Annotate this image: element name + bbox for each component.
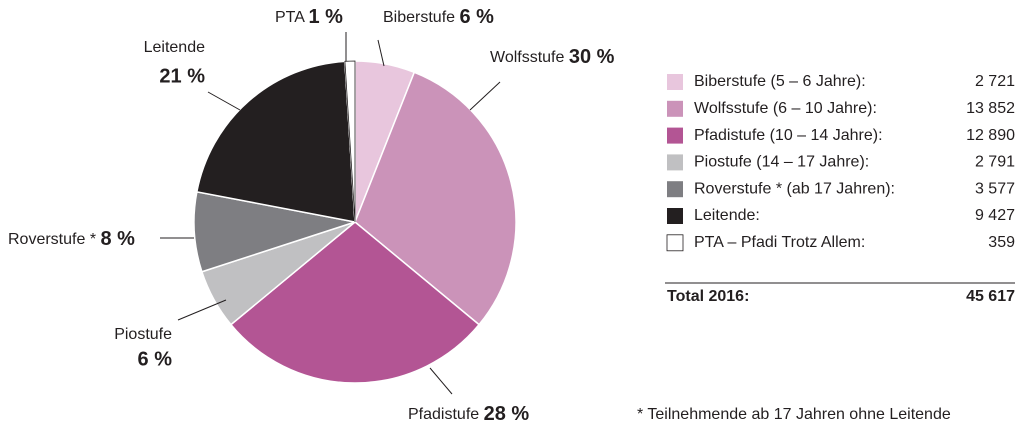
legend-swatch [667,74,683,90]
legend-count: 12 890 [966,127,1015,144]
slice-label-group: Pfadistufe 28 % [408,403,529,425]
slice-label-group: Biberstufe 6 % [383,6,494,28]
legend-swatch [667,154,683,171]
total-value: 45 617 [966,288,1015,305]
legend-count: 359 [988,234,1015,251]
slice-label: Piostufe [114,326,172,343]
pie-slice [195,60,356,223]
slice-value: 6 % [460,6,495,28]
slice-label-group: Roverstufe * 8 % [8,228,135,250]
legend-count: 2 791 [975,154,1015,171]
leader-line [429,367,453,395]
pie-slice [354,71,517,326]
legend-swatch [666,234,684,252]
leader-line [377,39,385,67]
legend-label: Pfadistufe (10 – 14 Jahre): [694,127,883,144]
legend-label: Leitende: [694,207,760,224]
pie [193,60,517,384]
leader-line [177,299,227,321]
legend-swatch [667,100,683,117]
slice-value: 6 % [138,348,173,370]
footnote: * Teilnehmende ab 17 Jahren ohne Leitend… [637,406,951,423]
slice-value: 30 % [569,46,615,68]
legend-label: Biberstufe (5 – 6 Jahre): [694,73,866,90]
legend-swatch [667,127,683,144]
slice-label: Roverstufe * [8,231,96,248]
slice-label: Biberstufe [383,9,455,26]
legend-label: Roverstufe * (ab 17 Jahren): [694,180,895,197]
leader-line [207,91,241,111]
slice-label: Leitende [144,39,205,56]
slice-value: 8 % [101,228,136,250]
legend-count: 13 852 [966,100,1015,117]
leader-line [469,81,501,111]
total-label: Total 2016: [667,288,749,305]
legend-count: 2 721 [975,73,1015,90]
slice-label: Wolfsstufe [490,49,565,66]
slice-label: PTA [275,9,305,26]
slice-value: 28 % [484,403,530,425]
slice-label: Pfadistufe [408,406,479,423]
legend-swatch [667,181,683,198]
slice-label-group: PTA 1 % [275,6,343,28]
legend-label: Piostufe (14 – 17 Jahre): [694,154,869,171]
legend-swatch [667,208,683,224]
legend-label: Wolfsstufe (6 – 10 Jahre): [694,100,877,117]
slice-value: 1 % [309,6,344,28]
legend-count: 3 577 [975,180,1015,197]
legend-label: PTA – Pfadi Trotz Allem: [694,234,865,251]
legend-count: 9 427 [975,207,1015,224]
slice-outline [344,60,356,223]
slice-label-group: Wolfsstufe 30 % [490,46,615,68]
slice-value: 21 % [159,65,205,87]
pie-slice [229,221,481,384]
